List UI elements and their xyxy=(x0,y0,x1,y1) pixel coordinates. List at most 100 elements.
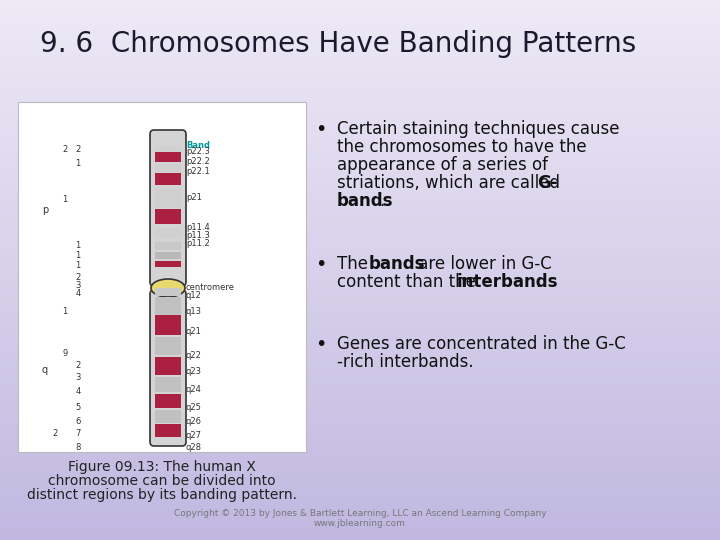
Bar xyxy=(0,69,720,73)
Bar xyxy=(0,264,720,267)
Bar xyxy=(0,285,720,289)
Bar xyxy=(0,507,720,510)
Bar xyxy=(0,218,720,221)
Bar xyxy=(0,490,720,494)
Bar xyxy=(0,96,720,100)
Bar xyxy=(0,174,720,178)
Text: 9. 6  Chromosomes Have Banding Patterns: 9. 6 Chromosomes Have Banding Patterns xyxy=(40,30,636,58)
Bar xyxy=(0,498,720,502)
Text: 8: 8 xyxy=(76,442,81,451)
Bar xyxy=(0,250,720,254)
Bar xyxy=(0,350,720,354)
Bar xyxy=(0,342,720,346)
Bar xyxy=(0,45,720,49)
Bar xyxy=(0,382,720,386)
Bar xyxy=(0,75,720,78)
Text: p11.4: p11.4 xyxy=(186,224,210,233)
Bar xyxy=(0,517,720,521)
Bar xyxy=(0,496,720,500)
Bar xyxy=(0,153,720,157)
Bar xyxy=(0,318,720,321)
Bar xyxy=(0,129,720,132)
Bar xyxy=(0,239,720,243)
Ellipse shape xyxy=(151,279,185,297)
Text: 5: 5 xyxy=(76,402,81,411)
Text: p22.1: p22.1 xyxy=(186,167,210,177)
Bar xyxy=(0,420,720,424)
Bar xyxy=(0,145,720,148)
Bar xyxy=(0,399,720,402)
Bar xyxy=(0,245,720,248)
Bar xyxy=(0,431,720,435)
Text: content than the: content than the xyxy=(337,273,481,291)
Bar xyxy=(0,269,720,273)
Bar xyxy=(0,118,720,122)
Bar xyxy=(0,147,720,151)
Bar xyxy=(0,185,720,189)
Bar xyxy=(0,93,720,97)
Bar xyxy=(0,274,720,278)
Text: p22.3: p22.3 xyxy=(186,147,210,157)
Bar xyxy=(0,504,720,508)
Text: 4: 4 xyxy=(76,288,81,298)
Bar xyxy=(0,393,720,397)
Bar xyxy=(0,488,720,491)
Bar xyxy=(0,210,720,213)
Bar xyxy=(0,390,720,394)
Text: striations, which are called: striations, which are called xyxy=(337,174,565,192)
Bar xyxy=(0,29,720,32)
Text: chromosome can be divided into: chromosome can be divided into xyxy=(48,474,276,488)
Bar xyxy=(0,353,720,356)
Text: q: q xyxy=(42,365,48,375)
Bar xyxy=(0,220,720,224)
Bar xyxy=(0,363,720,367)
Text: 2: 2 xyxy=(76,145,81,154)
Bar xyxy=(0,172,720,176)
Bar xyxy=(0,158,720,162)
Bar xyxy=(0,191,720,194)
Bar xyxy=(0,304,720,308)
Bar xyxy=(0,447,720,451)
Bar xyxy=(0,345,720,348)
Bar xyxy=(0,21,720,24)
Text: 1: 1 xyxy=(63,307,68,316)
Bar xyxy=(155,242,181,250)
Bar xyxy=(0,228,720,232)
Text: •: • xyxy=(315,120,326,139)
Bar xyxy=(155,261,181,267)
Text: -rich interbands.: -rich interbands. xyxy=(337,353,474,371)
Text: 4: 4 xyxy=(76,388,81,396)
Bar xyxy=(0,461,720,464)
Bar xyxy=(0,23,720,27)
Bar xyxy=(0,91,720,94)
Bar xyxy=(0,0,720,3)
Bar xyxy=(0,407,720,410)
Text: q24: q24 xyxy=(186,386,202,395)
Bar xyxy=(0,242,720,246)
Bar xyxy=(0,120,720,124)
Bar xyxy=(0,99,720,103)
Bar xyxy=(0,474,720,478)
Bar xyxy=(0,34,720,38)
Text: 3: 3 xyxy=(76,280,81,289)
Bar xyxy=(0,334,720,338)
Bar xyxy=(155,146,181,152)
Bar xyxy=(0,534,720,537)
Bar xyxy=(0,142,720,146)
Text: centromere: centromere xyxy=(186,284,235,293)
Text: .: . xyxy=(379,192,384,210)
Bar xyxy=(0,183,720,186)
Bar xyxy=(0,56,720,59)
Bar xyxy=(0,110,720,113)
Bar xyxy=(155,357,181,375)
Bar xyxy=(0,201,720,205)
Bar xyxy=(0,291,720,294)
Bar xyxy=(0,471,720,475)
Bar xyxy=(0,42,720,46)
Bar xyxy=(0,26,720,30)
Text: p11.3: p11.3 xyxy=(186,232,210,240)
Bar xyxy=(0,50,720,54)
Bar xyxy=(0,415,720,419)
Text: Certain staining techniques cause: Certain staining techniques cause xyxy=(337,120,619,138)
Text: 2: 2 xyxy=(53,429,58,437)
